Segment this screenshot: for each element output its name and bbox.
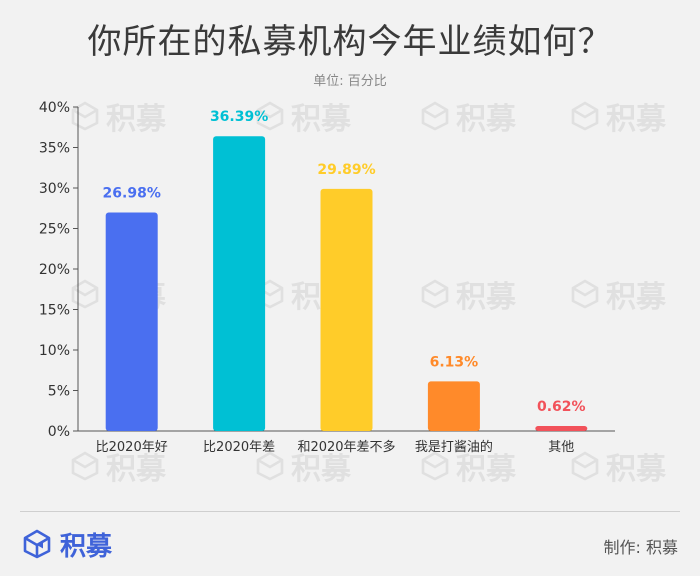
bar [213,136,266,431]
y-tick-label: 30% [39,181,70,197]
maker-credit: 制作: 积募 [603,538,678,557]
y-tick-label: 5% [48,384,70,400]
cube-logo-icon [23,529,51,559]
data-label: 0.62% [537,399,586,415]
x-tick-label: 和2020年差不多 [297,439,395,455]
brand-logo: 积募 [22,526,112,562]
data-label: 6.13% [430,354,479,370]
footer-divider [20,511,680,512]
unit-label: 单位: 百分比 [313,74,387,89]
page-title: 你所在的私募机构今年业绩如何？ [87,22,613,62]
bar-chart: 0% 5% 10% 15% 20% 25% 30% 35% 40% 26.98% 比2020年好 36… [39,100,615,455]
y-tick-label: 35% [39,141,70,157]
x-tick-label: 比2020年好 [96,440,168,455]
bar [320,188,373,431]
data-label: 29.89% [317,162,375,178]
brand-name: 积募 [60,531,113,562]
y-tick-label: 20% [39,262,70,278]
x-tick-label: 比2020年差 [203,440,275,455]
y-tick-label: 10% [39,343,70,359]
bar [427,381,480,431]
data-label: 36.39% [210,109,268,125]
x-tick-label: 我是打酱油的 [415,439,493,455]
x-tick-label: 其他 [548,440,574,455]
bar [535,425,588,431]
y-tick-label: 0% [48,424,70,440]
y-tick-label: 40% [39,100,70,116]
y-tick-label: 15% [39,303,70,319]
bar [105,212,158,431]
y-tick-label: 25% [39,222,70,238]
data-label: 26.98% [103,185,161,201]
